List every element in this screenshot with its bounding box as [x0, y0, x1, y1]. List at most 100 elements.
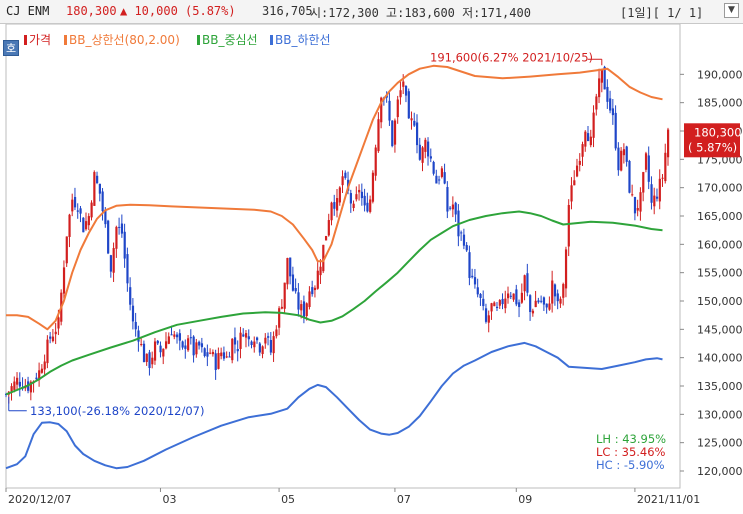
- candle-body: [167, 336, 170, 344]
- y-tick-label: 135,000: [697, 380, 743, 393]
- candle-body: [531, 310, 535, 314]
- candle-body: [162, 348, 165, 357]
- candle-body: [73, 196, 77, 208]
- legend-swatch-icon: [197, 35, 200, 45]
- legend-item-price[interactable]: 가격: [24, 31, 51, 48]
- candle-body: [319, 266, 322, 276]
- candle-body: [413, 120, 416, 126]
- candle-body: [51, 336, 55, 342]
- candle-body: [29, 381, 33, 393]
- candle-body: [493, 302, 496, 307]
- candle-body: [142, 343, 146, 363]
- x-tick-label: 07: [397, 493, 411, 506]
- candle-body: [628, 160, 631, 193]
- period-indicator[interactable]: [1일][ 1/ 1]: [620, 6, 704, 20]
- candle-body: [57, 317, 60, 329]
- candle-body: [151, 357, 154, 365]
- candle-body: [261, 346, 264, 355]
- candle-body: [134, 321, 137, 330]
- candle-body: [349, 193, 352, 204]
- current-price-label: 180,300: [694, 125, 742, 139]
- x-tick-label: 2021/11/01: [637, 493, 700, 506]
- candle-body: [490, 303, 493, 312]
- candle-body: [225, 356, 228, 358]
- candle-body: [636, 208, 639, 211]
- candle-body: [644, 153, 648, 170]
- candle-body: [280, 306, 284, 309]
- legend-swatch-icon: [24, 35, 27, 45]
- y-tick-label: 170,000: [697, 182, 743, 195]
- candle-body: [578, 160, 581, 165]
- candle-body: [286, 258, 289, 285]
- candle-body: [239, 332, 242, 349]
- candle-body: [449, 207, 452, 209]
- candle-body: [217, 353, 220, 369]
- candle-body: [647, 155, 650, 182]
- candle-body: [82, 217, 85, 233]
- legend-item-upper-band[interactable]: BB_상한선(80,2.00): [64, 31, 180, 48]
- candle-body: [115, 226, 118, 249]
- candle-body: [148, 352, 151, 368]
- candle-body: [446, 187, 449, 212]
- candle-body: [404, 86, 408, 96]
- candle-body: [209, 352, 212, 354]
- candle-body: [327, 220, 330, 236]
- candle-body: [515, 289, 518, 305]
- candle-body: [344, 172, 347, 178]
- candle-body: [333, 202, 336, 209]
- candle-body: [16, 377, 19, 385]
- legend-item-lower-band[interactable]: BB_하한선: [270, 31, 331, 48]
- candle-body: [173, 334, 176, 337]
- candle-body: [418, 144, 421, 160]
- candle-body: [460, 232, 463, 234]
- legend-item-middle-band[interactable]: BB_중심선: [197, 31, 258, 48]
- candle-body: [598, 78, 601, 98]
- candle-body: [661, 177, 664, 179]
- series-line: [6, 64, 663, 331]
- current-change-label: ( 5.87%): [688, 140, 737, 154]
- candle-body: [311, 287, 314, 295]
- candle-body: [316, 270, 319, 289]
- quote-toggle-button[interactable]: 호: [3, 40, 19, 56]
- candle-body: [407, 91, 410, 119]
- candle-body: [336, 198, 339, 211]
- candle-body: [294, 288, 297, 292]
- candle-body: [305, 303, 308, 317]
- stock-name: CJ ENM: [6, 4, 50, 18]
- candle-body: [443, 172, 446, 184]
- candle-body: [159, 345, 162, 353]
- candle-body: [109, 255, 113, 272]
- candle-body: [278, 308, 281, 328]
- price-change: ▲ 10,000 (5.87%): [120, 4, 236, 18]
- candle-body: [272, 336, 275, 354]
- low-annotation: 133,100(-26.18% 2020/12/07): [30, 404, 204, 418]
- candle-body: [43, 361, 46, 370]
- candle-body: [65, 236, 68, 264]
- candle-body: [112, 248, 115, 273]
- candle-body: [322, 244, 325, 272]
- candle-body: [562, 284, 565, 298]
- candle-body: [667, 129, 670, 158]
- y-tick-label: 165,000: [697, 210, 743, 223]
- candle-body: [611, 108, 615, 116]
- bollinger-chart: 120,000 125,000 130,000 135,000 140,000 145,0…: [5, 23, 743, 506]
- candle-body: [228, 356, 231, 358]
- y-tick-label: 190,000: [697, 68, 743, 81]
- series-line: [5, 341, 663, 470]
- legend-label: BB_하한선: [275, 33, 331, 47]
- candle-body: [507, 293, 510, 299]
- high-annotation: 191,600(6.27% 2021/10/25): [430, 50, 593, 64]
- candle-body: [338, 187, 341, 203]
- candle-body: [584, 131, 587, 147]
- candle-body: [189, 337, 193, 339]
- candle-body: [435, 175, 438, 184]
- candle-body: [250, 341, 253, 346]
- chevron-down-icon[interactable]: ▼: [724, 3, 739, 18]
- candle-body: [402, 81, 405, 87]
- candle-body: [664, 152, 667, 182]
- candle-body: [35, 377, 38, 380]
- candle-body: [617, 147, 620, 171]
- candle-body: [258, 343, 261, 353]
- candle-body: [120, 223, 124, 234]
- candle-body: [655, 196, 659, 199]
